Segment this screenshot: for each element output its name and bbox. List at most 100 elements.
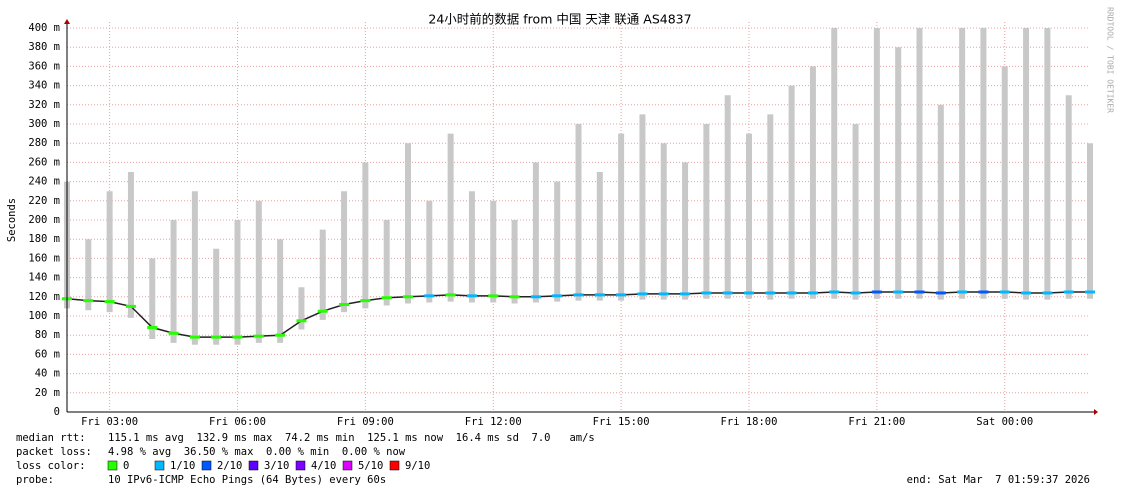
- median-point: [296, 319, 307, 323]
- median-point: [211, 335, 222, 339]
- end-time: end: Sat Mar 7 01:59:37 2026: [907, 474, 1090, 486]
- median-point: [616, 293, 627, 297]
- median-point: [978, 290, 989, 294]
- median-point: [829, 290, 840, 294]
- y-tick-label: 180 m: [28, 233, 60, 245]
- median-point: [232, 335, 243, 339]
- legend-label: packet loss:: [16, 446, 92, 458]
- y-tick-label: 160 m: [28, 252, 60, 264]
- median-point: [1063, 290, 1074, 294]
- y-tick-label: 380 m: [28, 41, 60, 53]
- y-tick-label: 100 m: [28, 310, 60, 322]
- y-arrow: [64, 19, 70, 24]
- median-point: [189, 335, 200, 339]
- median-point: [83, 299, 94, 303]
- x-tick-label: Sat 00:00: [976, 416, 1033, 428]
- median-point: [786, 291, 797, 295]
- median-point: [125, 304, 136, 308]
- median-point: [424, 294, 435, 298]
- y-tick-label: 400 m: [28, 22, 60, 34]
- median-point: [1085, 290, 1095, 294]
- median-point: [999, 290, 1010, 294]
- median-point: [935, 291, 946, 295]
- median-point: [488, 294, 499, 298]
- y-tick-label: 20 m: [35, 387, 60, 399]
- median-point: [168, 331, 179, 335]
- median-point: [765, 291, 776, 295]
- median-point: [637, 292, 648, 296]
- legend-label: probe:: [16, 474, 54, 486]
- median-point: [594, 293, 605, 297]
- y-tick-label: 280 m: [28, 137, 60, 149]
- median-point: [403, 295, 413, 299]
- median-point: [552, 294, 563, 298]
- legend-label: median rtt:: [16, 432, 86, 444]
- median-point: [317, 309, 328, 313]
- median-point: [275, 333, 286, 337]
- y-tick-label: 240 m: [28, 176, 60, 188]
- y-tick-label: 120 m: [28, 291, 60, 303]
- loss-label: 5/10: [358, 460, 383, 472]
- x-tick-label: Fri 18:00: [721, 416, 778, 428]
- x-tick-label: Fri 09:00: [337, 416, 394, 428]
- loss-swatch: [248, 460, 259, 471]
- loss-swatch: [389, 460, 400, 471]
- median-point: [807, 291, 818, 295]
- loss-label: 0: [123, 460, 129, 472]
- y-tick-label: 260 m: [28, 156, 60, 168]
- legend-text: 115.1 ms avg 132.9 ms max 74.2 ms min 12…: [108, 432, 595, 444]
- median-point: [680, 292, 691, 296]
- loss-swatch: [342, 460, 353, 471]
- legend: median rtt: 115.1 ms avg 132.9 ms max 74…: [16, 432, 1090, 486]
- y-tick-label: 40 m: [35, 368, 60, 380]
- median-point: [744, 291, 754, 295]
- loss-label: 2/10: [217, 460, 242, 472]
- loss-label: 4/10: [311, 460, 336, 472]
- median-point: [104, 300, 115, 304]
- median-point: [850, 291, 861, 295]
- median-point: [1042, 291, 1053, 295]
- median-point: [360, 299, 371, 303]
- median-point: [573, 293, 584, 297]
- median-point: [871, 290, 882, 294]
- y-tick-label: 0: [54, 406, 60, 418]
- median-point: [658, 292, 669, 296]
- median-point: [957, 290, 968, 294]
- x-tick-label: Fri 21:00: [848, 416, 905, 428]
- y-tick-label: 340 m: [28, 80, 60, 92]
- median-point: [339, 302, 350, 306]
- median-point: [509, 295, 520, 299]
- median: [62, 290, 1095, 339]
- y-tick-label: 300 m: [28, 118, 60, 130]
- legend-label: loss color:: [16, 460, 86, 472]
- legend-text: 10 IPv6-ICMP Echo Pings (64 Bytes) every…: [108, 474, 386, 486]
- legend-text: 4.98 % avg 36.50 % max 0.00 % min 0.00 %…: [108, 446, 406, 458]
- chart-title: 24小时前的数据 from 中国 天津 联通 AS4837: [428, 12, 691, 27]
- x-tick-label: Fri 15:00: [593, 416, 650, 428]
- loss-label: 3/10: [264, 460, 289, 472]
- x-tick-label: Fri 06:00: [209, 416, 266, 428]
- loss-swatch: [154, 460, 165, 471]
- median-point: [914, 290, 925, 294]
- y-tick-label: 360 m: [28, 60, 60, 72]
- y-tick-label: 140 m: [28, 272, 60, 284]
- x-tick-label: Fri 03:00: [81, 416, 138, 428]
- x-tick-label: Fri 12:00: [465, 416, 522, 428]
- median-point: [466, 294, 477, 298]
- watermark: RRDTOOL / TOBI OETIKER: [1106, 7, 1115, 113]
- y-tick-label: 200 m: [28, 214, 60, 226]
- median-point: [253, 334, 264, 338]
- y-axis-label: Seconds: [6, 198, 18, 242]
- loss-label: 9/10: [405, 460, 430, 472]
- loss-swatch: [107, 460, 118, 471]
- y-tick-label: 220 m: [28, 195, 60, 207]
- median-point: [445, 293, 456, 297]
- y-tick-label: 60 m: [35, 348, 60, 360]
- loss-label: 1/10: [170, 460, 195, 472]
- loss-swatch: [295, 460, 306, 471]
- x-arrow: [1094, 409, 1098, 415]
- median-point: [381, 296, 392, 300]
- median-point: [147, 326, 158, 330]
- median-point: [530, 295, 541, 299]
